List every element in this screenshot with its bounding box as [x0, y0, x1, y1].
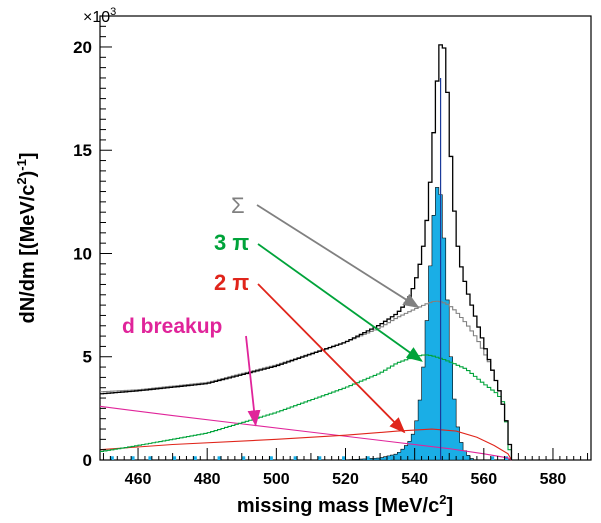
sigma-arrow [256, 204, 420, 309]
data-bin [193, 456, 197, 460]
y-axis-label: dN/dm [(MeV/c2)-1] [14, 152, 39, 323]
data-bin [148, 456, 152, 460]
three-pi-arrow [257, 243, 423, 362]
series-two_pi [99, 428, 512, 461]
data-bin [131, 456, 135, 460]
data-bin [386, 456, 391, 460]
x-axis-ticks: 460 480 500 520 540 560 580 [102, 448, 589, 488]
two-pi-arrow [257, 283, 406, 434]
data-bin [342, 456, 346, 460]
x-axis-label: missing mass [MeV/c2] [237, 492, 453, 517]
annotation-layer: Σ 3 π 2 π d breakup [122, 193, 423, 434]
x-tick-label: 580 [540, 471, 567, 488]
y-axis-ticks: 0 5 10 15 20 [73, 25, 112, 470]
series-d_breakup [99, 405, 512, 461]
series-layer [99, 44, 513, 461]
sigma-label: Σ [231, 193, 245, 218]
y-tick-label: 10 [73, 244, 92, 263]
data-bin [241, 456, 246, 460]
data-bin [366, 456, 370, 460]
data-bin [217, 456, 222, 460]
x-tick-label: 520 [332, 471, 359, 488]
x-tick-label: 500 [263, 471, 290, 488]
data-bin [317, 456, 322, 460]
data-bin [172, 456, 177, 460]
y-tick-label: 20 [73, 38, 92, 57]
three-pi-label: 3 π [214, 230, 249, 255]
data-bin [110, 456, 114, 460]
series-sum [100, 44, 513, 460]
y-tick-label: 0 [83, 451, 92, 470]
two-pi-label: 2 π [214, 270, 249, 295]
d-breakup-label: d breakup [122, 315, 222, 338]
series-three_pi [100, 354, 513, 460]
data-bin [269, 456, 273, 460]
y-tick-label: 15 [73, 141, 92, 160]
plot-frame [99, 15, 592, 461]
x-tick-label: 560 [470, 471, 497, 488]
data-bin [293, 456, 298, 460]
x-tick-label: 460 [125, 471, 152, 488]
y-tick-label: 5 [83, 348, 92, 367]
x-tick-label: 480 [194, 471, 221, 488]
data-bin [490, 456, 495, 460]
y-multiplier: ×103 [83, 6, 116, 26]
x-tick-label: 540 [401, 471, 428, 488]
d-breakup-arrow [245, 335, 261, 427]
